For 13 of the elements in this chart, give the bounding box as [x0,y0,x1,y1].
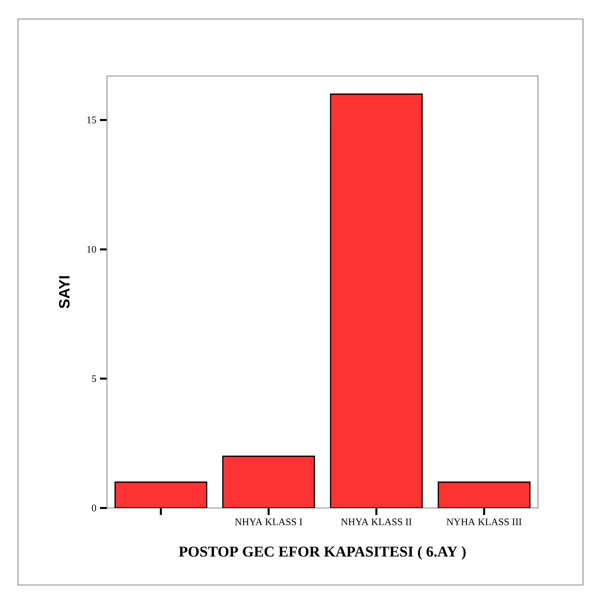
y-tick-label: 10 [87,246,96,253]
y-axis-title: SAYI [58,276,70,308]
x-tick-label: NHYA KLASS I [235,518,302,526]
bar [222,456,314,508]
x-tick-label: NHYA KLASS II [341,518,412,526]
y-tick-label: 15 [87,116,96,124]
bar [115,482,207,508]
x-axis-title: POSTOP GEC EFOR KAPASITESI ( 6.AY ) [178,546,466,560]
y-tick-label: 0 [92,504,96,512]
bar [438,482,531,508]
x-tick-label: NYHA KLASS III [446,518,522,526]
bar [330,94,422,508]
y-tick-label: 5 [92,375,96,382]
